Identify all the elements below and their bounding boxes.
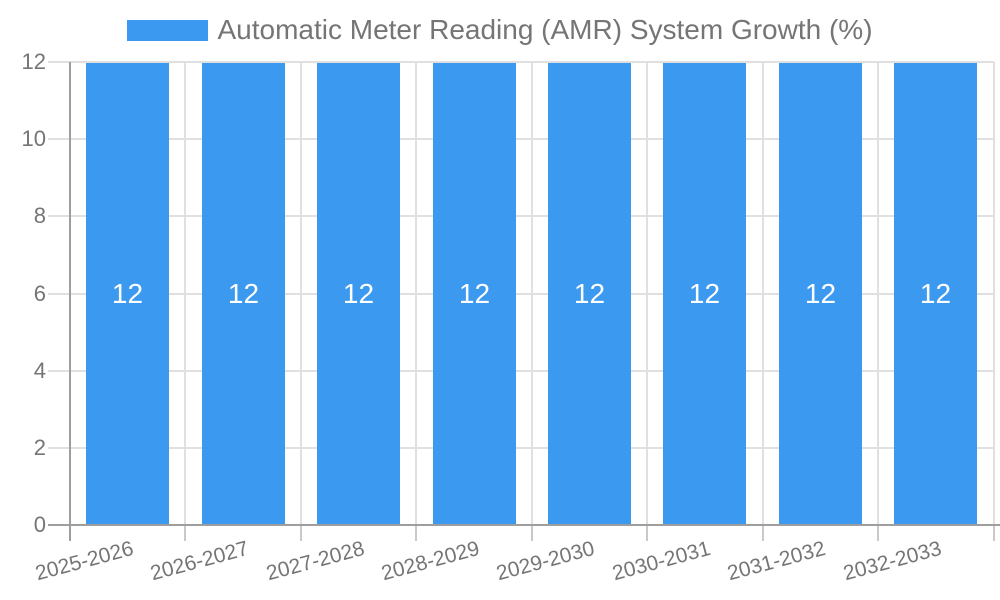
y-axis-label-8: 8 bbox=[33, 203, 46, 229]
x-tickmark-3 bbox=[415, 525, 418, 541]
y-gridline-6 bbox=[48, 292, 994, 295]
x-tickmark-5 bbox=[646, 525, 649, 541]
bar-value-label: 12 bbox=[573, 278, 606, 309]
legend: Automatic Meter Reading (AMR) System Gro… bbox=[0, 13, 1000, 47]
legend-label: Automatic Meter Reading (AMR) System Gro… bbox=[217, 14, 873, 45]
bar-value-label: 12 bbox=[227, 278, 260, 309]
bar-2027-2028[interactable]: 12 bbox=[317, 63, 400, 525]
x-tickmark-2 bbox=[299, 525, 302, 541]
y-gridline-10 bbox=[48, 138, 994, 141]
y-axis-label-10: 10 bbox=[21, 126, 46, 152]
bar-2029-2030[interactable]: 12 bbox=[548, 63, 631, 525]
x-axis-baseline bbox=[48, 524, 1000, 526]
y-gridline-12 bbox=[48, 61, 994, 63]
bar-2028-2029[interactable]: 12 bbox=[433, 63, 516, 525]
bar-value-label: 12 bbox=[458, 278, 491, 309]
bar-2025-2026[interactable]: 12 bbox=[86, 63, 169, 525]
bar-2026-2027[interactable]: 12 bbox=[202, 63, 285, 525]
x-gridline-8 bbox=[992, 62, 995, 525]
legend-item-amr-growth[interactable]: Automatic Meter Reading (AMR) System Gro… bbox=[127, 13, 873, 47]
y-gridline-2 bbox=[48, 446, 994, 449]
y-axis-label-2: 2 bbox=[33, 434, 46, 460]
x-tickmark-7 bbox=[877, 525, 880, 541]
y-gridline-4 bbox=[48, 369, 994, 372]
x-tickmark-1 bbox=[184, 525, 187, 541]
y-axis-label-12: 12 bbox=[21, 49, 46, 74]
x-tickmark-6 bbox=[761, 525, 764, 541]
x-gridline-2 bbox=[299, 62, 302, 525]
y-axis-label-6: 6 bbox=[33, 280, 46, 306]
y-axis-label-4: 4 bbox=[33, 357, 46, 383]
x-gridline-7 bbox=[877, 62, 880, 525]
bar-value-label: 12 bbox=[804, 278, 837, 309]
x-tickmark-4 bbox=[530, 525, 533, 541]
bar-value-label: 12 bbox=[688, 278, 721, 309]
x-gridline-5 bbox=[646, 62, 649, 525]
y-gridline-8 bbox=[48, 215, 994, 218]
bar-value-label: 12 bbox=[111, 278, 144, 309]
bar-value-label: 12 bbox=[342, 278, 375, 309]
legend-swatch bbox=[127, 19, 209, 41]
bar-value-label: 12 bbox=[919, 278, 952, 309]
x-gridline-1 bbox=[184, 62, 187, 525]
bar-2030-2031[interactable]: 12 bbox=[663, 63, 746, 525]
bar-2031-2032[interactable]: 12 bbox=[779, 63, 862, 525]
bar-2032-2033[interactable]: 12 bbox=[894, 63, 977, 525]
y-axis-line bbox=[69, 62, 71, 541]
x-gridline-4 bbox=[530, 62, 533, 525]
x-gridline-6 bbox=[761, 62, 764, 525]
x-tickmark-8 bbox=[992, 525, 995, 541]
x-gridline-3 bbox=[415, 62, 418, 525]
y-axis-label-0: 0 bbox=[33, 512, 46, 537]
